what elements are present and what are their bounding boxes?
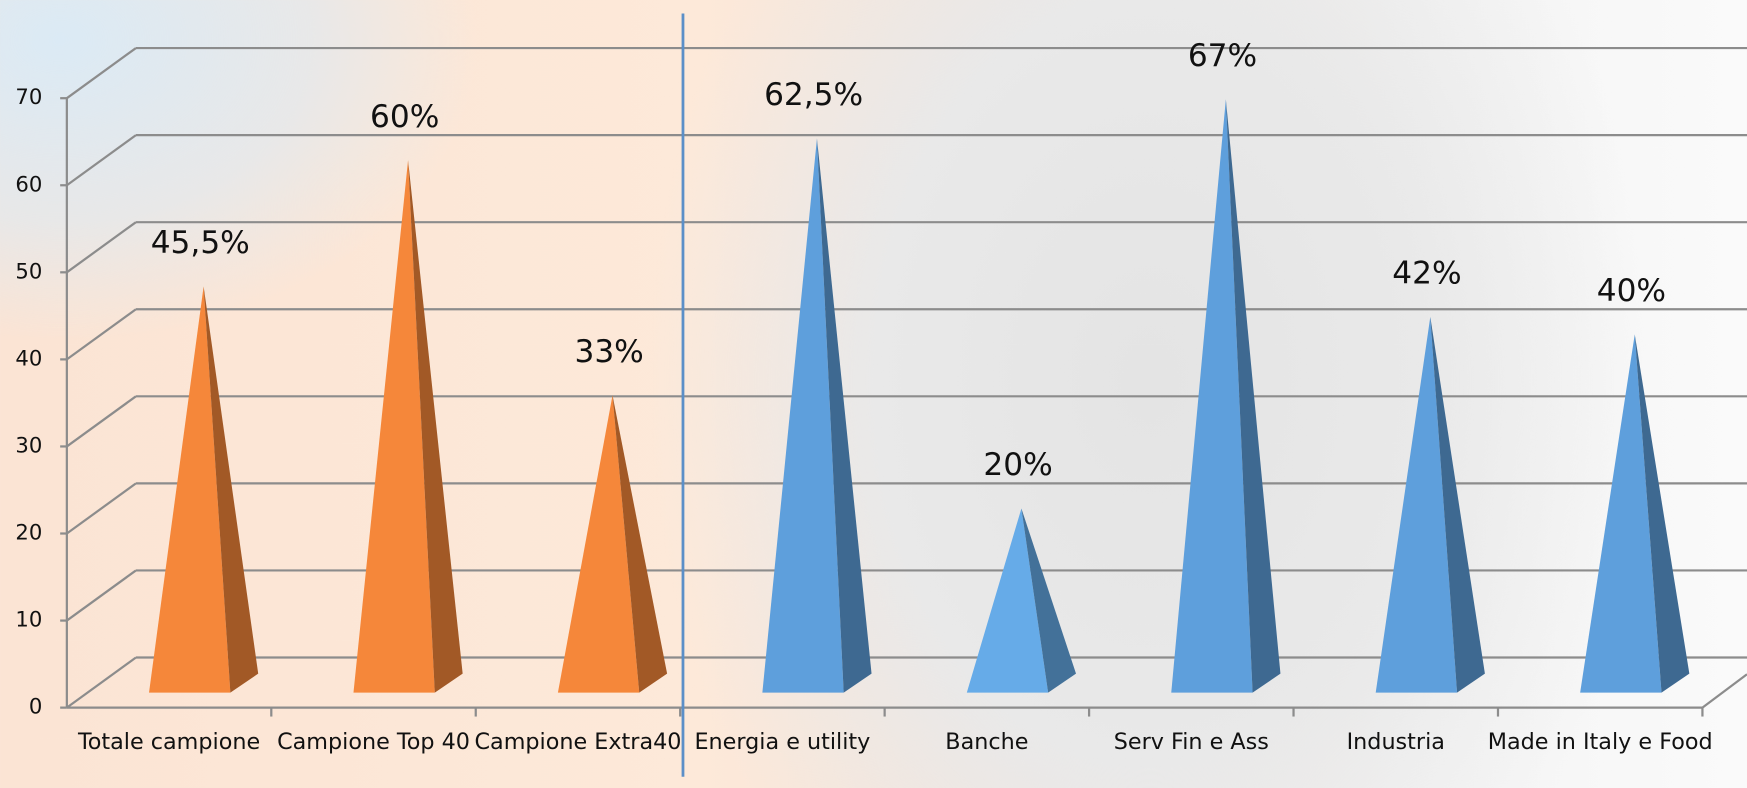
value-label: 60% [370,99,439,135]
pyramid-front [557,395,640,693]
pyramid-front [762,138,844,693]
x-tick-label-box: Campione Top 40 [277,727,470,755]
y-tick-label: 20 [15,520,42,545]
value-label: 45,5% [151,225,250,261]
pyramid-front [1171,99,1253,693]
value-label: 42% [1392,255,1461,291]
x-tick-label-box: Campione Extra40 [474,727,682,755]
x-tick-label: Serv Fin e Ass [1113,727,1269,755]
grid-line [66,656,137,709]
pyramid-front [353,160,435,693]
pyramid-side [1021,508,1076,693]
pyramid-side [1430,316,1485,693]
axis-line [1701,673,1747,709]
pyramid-side [203,286,259,693]
x-tick-label: Campione Top 40 [277,727,470,755]
x-tick-label: Industria [1346,727,1445,755]
y-tick-label: 40 [15,345,42,370]
x-tick-label: Energia e utility [694,727,871,755]
x-tick-label: Made in Italy e Food [1487,727,1713,755]
grid-line [66,395,137,448]
x-tick-label: Campione Extra40 [474,727,682,755]
x-tick-label-box: Totale campione [77,727,261,755]
x-tick-label-box: Industria [1346,727,1445,755]
grid-line [66,308,137,361]
value-label: 62,5% [764,77,863,113]
grid-line [66,569,137,622]
y-tick-label: 0 [29,694,42,719]
pyramid-side [408,160,463,693]
x-tick-label-box: Energia e utility [694,727,871,755]
x-tick-label-box: Made in Italy e Food [1487,727,1713,755]
x-tick-label-box: Serv Fin e Ass [1113,727,1269,755]
pyramid-front [149,286,231,693]
x-tick-label: Banche [945,727,1029,755]
y-tick-label: 30 [15,432,42,457]
y-tick-label: 60 [15,171,42,196]
y-tick-label: 70 [15,84,42,109]
grid-line [66,134,137,187]
y-tick-label: 50 [15,258,42,283]
x-tick-label: Totale campione [77,727,261,755]
grid-line [66,482,137,535]
pyramid-side [612,395,668,693]
pyramid-side [1634,334,1690,693]
value-label: 20% [983,447,1052,483]
value-label: 33% [575,334,644,370]
pyramid-front [1580,334,1662,693]
y-tick-label: 10 [15,607,42,632]
grid-line [66,47,137,100]
pyramid-front [1375,316,1458,693]
x-tick-label-box: Banche [945,727,1029,755]
value-label: 40% [1597,273,1666,309]
pyramid-front [966,508,1049,693]
pyramid-side [1225,99,1281,693]
value-label: 67% [1188,38,1257,74]
pyramid-side [816,138,872,693]
grid-line [66,221,137,274]
